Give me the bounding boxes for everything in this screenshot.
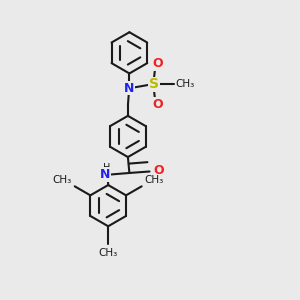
Text: CH₃: CH₃ xyxy=(99,248,118,258)
Text: N: N xyxy=(100,168,110,181)
Text: CH₃: CH₃ xyxy=(175,79,194,89)
Text: H: H xyxy=(103,163,110,173)
Text: S: S xyxy=(149,77,159,91)
Text: CH₃: CH₃ xyxy=(52,175,72,184)
Text: N: N xyxy=(124,82,135,95)
Text: O: O xyxy=(152,98,163,111)
Text: O: O xyxy=(152,57,163,70)
Text: O: O xyxy=(153,164,164,177)
Text: CH₃: CH₃ xyxy=(145,175,164,184)
